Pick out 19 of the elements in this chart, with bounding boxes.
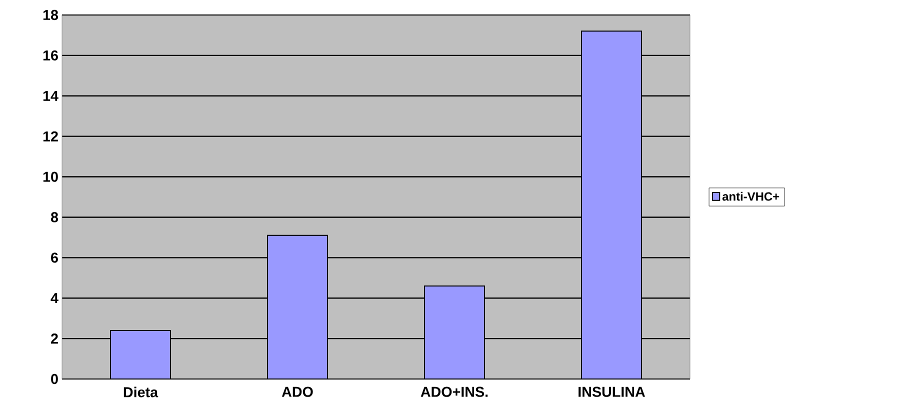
bar	[581, 30, 642, 379]
legend-label: anti-VHC+	[722, 192, 780, 201]
y-tick-label: 8	[50, 212, 58, 222]
y-tick-label: 16	[43, 50, 58, 61]
x-tick-label: ADO	[282, 386, 313, 397]
y-tick-label: 18	[43, 10, 58, 20]
y-tick-label: 2	[51, 334, 58, 344]
bar	[267, 234, 328, 379]
y-tick-label: 6	[51, 252, 58, 263]
y-tick-label: 12	[43, 131, 58, 142]
y-tick-label: 0	[51, 374, 58, 384]
bar	[110, 330, 172, 379]
y-tick-label: 14	[43, 90, 58, 101]
y-tick-label: 10	[43, 172, 58, 182]
x-tick-label: INSULINA	[578, 386, 645, 397]
x-tick-label: ADO+INS.	[420, 386, 488, 397]
bar	[424, 285, 486, 379]
y-tick-label: 4	[50, 293, 58, 304]
x-tick-label: Dieta	[124, 386, 158, 398]
